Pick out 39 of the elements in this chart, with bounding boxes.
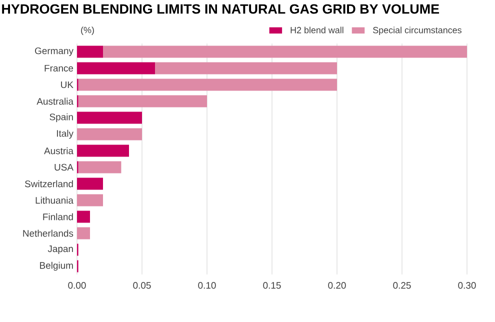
x-tick-label: 0.20 (328, 282, 346, 289)
x-tick-label: 0.00 (68, 282, 86, 289)
bar (77, 62, 155, 74)
y-tick-label: Finland (43, 213, 73, 220)
bar (78, 78, 338, 91)
y-tick-label: Switzerland (24, 180, 73, 188)
bar (78, 95, 207, 108)
bar (77, 178, 103, 190)
y-tick-label: USA (54, 164, 74, 171)
y-tick-label: Austria (44, 147, 74, 154)
y-tick-label: Italy (56, 130, 74, 139)
x-tick-label: 0.05 (133, 282, 151, 289)
bar (78, 161, 122, 174)
x-tick-label: 0.10 (198, 282, 216, 289)
bar (77, 194, 103, 206)
bar (77, 46, 103, 58)
bar (77, 128, 142, 140)
bar (155, 62, 338, 74)
y-tick-label: Lithuania (36, 196, 74, 204)
x-tick-label: 0.25 (393, 282, 411, 289)
bar (77, 144, 129, 157)
y-tick-label: Germany (35, 47, 74, 56)
legend-label: H2 blend wall (290, 26, 344, 34)
y-tick-label: UK (61, 81, 74, 88)
x-tick-label: 0.30 (458, 282, 476, 289)
bar (77, 227, 90, 240)
y-tick-label: Japan (48, 246, 73, 254)
y-tick-label: France (44, 64, 74, 72)
bar (77, 112, 142, 124)
y-tick-label: Spain (50, 113, 73, 122)
legend-label: Special circumstances (373, 26, 462, 36)
y-tick-label: Netherlands (23, 230, 74, 237)
chart-title: HYDROGEN BLENDING LIMITS IN NATURAL GAS GRID BY VOLUME (2, 4, 440, 14)
x-tick-label: 0.15 (263, 282, 281, 289)
y-tick-label: Belgium (40, 262, 73, 271)
y-tick-label: Australia (36, 98, 74, 105)
bar (77, 210, 90, 223)
bar (103, 46, 468, 58)
x-axis-title: (%) (81, 26, 94, 35)
